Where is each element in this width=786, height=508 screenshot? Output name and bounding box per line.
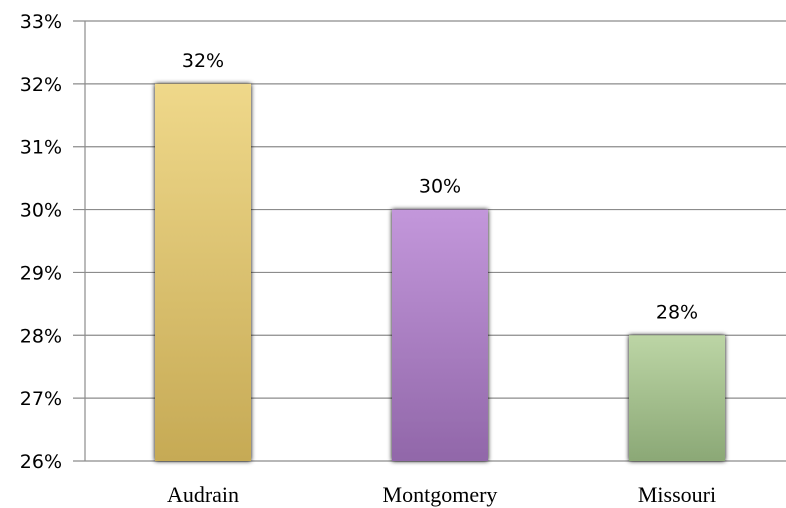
data-label: 32% — [182, 50, 224, 72]
x-category-label: Missouri — [638, 482, 716, 507]
y-tick-label: 26% — [20, 451, 62, 473]
bar-montgomery — [392, 209, 488, 461]
y-tick-label: 33% — [20, 11, 62, 33]
data-label: 30% — [419, 176, 461, 198]
y-tick-label: 30% — [20, 200, 62, 222]
data-label: 28% — [656, 301, 698, 323]
bar-missouri — [629, 335, 725, 461]
x-category-label: Audrain — [167, 482, 239, 507]
bar-audrain — [155, 83, 251, 461]
y-tick-label: 29% — [20, 262, 62, 284]
y-tick-label: 32% — [20, 74, 62, 96]
y-tick-label: 27% — [20, 388, 62, 410]
y-tick-label: 31% — [20, 137, 62, 159]
x-category-label: Montgomery — [383, 482, 498, 507]
y-tick-label: 28% — [20, 325, 62, 347]
labels: 26% 27% 28% 29% 30% 31% 32% 33% 32% Audrain 30% Mon… — [20, 11, 716, 507]
bars — [155, 83, 725, 461]
